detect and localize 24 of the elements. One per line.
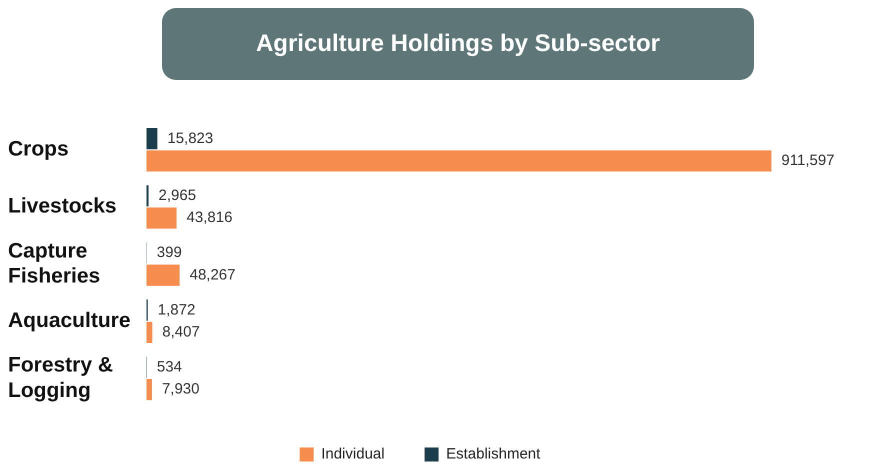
y-tick-label: Crops — [8, 138, 69, 161]
data-label: 48,267 — [190, 266, 236, 284]
bar — [146, 128, 158, 150]
data-label: 399 — [156, 244, 182, 262]
data-label: 2,965 — [158, 186, 196, 204]
y-tick-label: Aquaculture — [8, 309, 131, 332]
bar — [146, 208, 177, 229]
bar — [146, 150, 772, 172]
data-label: 911,597 — [781, 152, 835, 170]
legend-label: Establishment — [446, 446, 542, 463]
data-label: 1,872 — [158, 301, 196, 318]
y-tick-label: Livestocks — [8, 194, 117, 218]
bar — [146, 378, 152, 400]
y-tick-label: Forestry & Logging — [8, 354, 114, 402]
data-label: 15,823 — [167, 130, 214, 147]
bar — [146, 322, 152, 343]
legend-label: Individual — [321, 446, 385, 463]
data-label: 534 — [156, 358, 182, 376]
data-label: 7,930 — [162, 380, 200, 398]
y-tick-label: Capture Fisheries — [8, 239, 100, 288]
data-label: 43,816 — [186, 209, 232, 226]
bar — [146, 264, 180, 286]
chart-title: Agriculture Holdings by Sub-sector — [162, 8, 754, 80]
data-label: 8,407 — [162, 324, 200, 341]
